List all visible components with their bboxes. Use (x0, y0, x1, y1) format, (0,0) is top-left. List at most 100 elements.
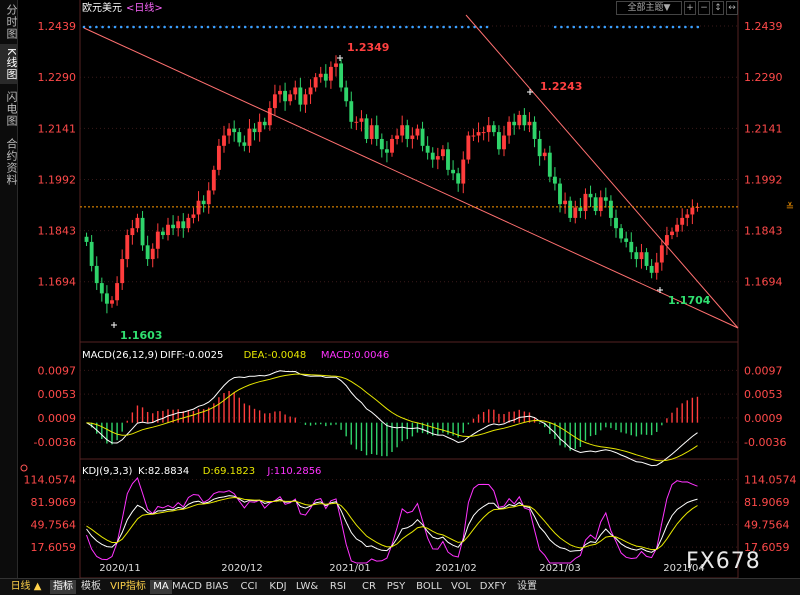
candle-body (405, 125, 410, 139)
signal-dot (107, 25, 111, 29)
toolbar-item-0[interactable]: 日线 ▲ (10, 581, 42, 592)
candle (588, 185, 593, 207)
signal-dot (243, 25, 247, 29)
signal-dot (138, 25, 142, 29)
toolbar-item-6[interactable]: BIAS (205, 581, 229, 592)
candle-body (614, 217, 618, 229)
toolbar-item-4[interactable]: MA (150, 580, 172, 594)
candle-body (634, 252, 639, 260)
kdj-d-line (86, 496, 698, 551)
toolbar-item-13[interactable]: BOLL (416, 581, 442, 592)
candle (384, 141, 389, 163)
toolbar-item-11[interactable]: CR (362, 581, 376, 592)
candle-body (659, 245, 664, 263)
candle-body (670, 231, 674, 236)
toolbar-item-10[interactable]: RSI (329, 581, 347, 592)
toolbar-item-14[interactable]: VOL (450, 581, 472, 592)
candle (430, 147, 435, 168)
kdj-tick-right: 17.6059 (744, 541, 790, 554)
candle-body (201, 200, 206, 205)
x-tick-label: 2021/02 (435, 563, 477, 574)
candle-body (685, 214, 690, 218)
candle-body (125, 235, 130, 260)
candle-body (130, 228, 135, 236)
candle-body (578, 207, 583, 212)
candle (369, 118, 374, 145)
toolbar-item-1[interactable]: 指标 (50, 580, 76, 594)
signal-dot (274, 25, 278, 29)
candle-body (191, 214, 196, 218)
expand-icon[interactable]: ↔ (726, 1, 738, 15)
candle-body (303, 94, 308, 105)
tab-contract-info[interactable]: 合约资料 (5, 138, 18, 186)
price-tick-left: 1.1694 (38, 276, 77, 289)
toolbar-item-2[interactable]: 模板 (81, 581, 101, 592)
signal-dot (597, 25, 600, 29)
candle-body (425, 145, 430, 153)
x-tick-label: 2020/12 (221, 563, 263, 574)
signal-dot (584, 25, 588, 29)
kdj-readout: K:82.8834 (138, 466, 189, 477)
candle-body (486, 125, 491, 133)
candle-body (532, 121, 537, 139)
candle-body (150, 248, 155, 260)
signal-dot (256, 25, 259, 29)
tab-kline[interactable]: K线图 (0, 44, 18, 84)
signal-dot (163, 25, 166, 29)
candle (110, 296, 114, 308)
signal-dot (299, 25, 303, 29)
signal-dot (175, 25, 179, 29)
toolbar-item-12[interactable]: PSY (386, 581, 406, 592)
tab-timeshare[interactable]: 分时图 (5, 4, 18, 40)
kdj-j-line (86, 477, 698, 564)
signal-dot (225, 25, 228, 29)
chart-canvas: 1.2439 1.2439 1.2290 1.2290 1.2141 1.2141 1.19… (20, 0, 797, 578)
price-tick-right: 1.1694 (744, 276, 783, 289)
candle-body (308, 87, 313, 95)
candle-body (293, 87, 298, 95)
cursor-icon[interactable]: ↕ (712, 1, 724, 15)
signal-dot (312, 25, 315, 29)
kdj-readout: J:110.2856 (266, 466, 321, 477)
candle-body (359, 118, 364, 122)
toolbar-item-9[interactable]: LW& (295, 581, 319, 592)
candle (471, 128, 476, 142)
signal-dot (355, 25, 359, 29)
candle (211, 165, 216, 195)
signal-dot (262, 25, 266, 29)
candle-body (654, 262, 659, 273)
tab-flash-chart[interactable]: 闪电图 (5, 91, 18, 127)
candle-body (237, 132, 242, 143)
signal-dot (560, 25, 563, 29)
signal-dot (578, 25, 582, 29)
chart-symbol: 欧元美元 (82, 1, 122, 14)
candle-body (502, 135, 506, 150)
toolbar-item-7[interactable]: CCI (240, 581, 258, 592)
toolbar-item-15[interactable]: DXFY (479, 581, 507, 592)
candle-body (155, 231, 160, 249)
zoom-in-button[interactable]: + (684, 1, 696, 15)
candle (303, 88, 308, 113)
candle (537, 130, 542, 166)
candle (491, 121, 496, 137)
toolbar-item-5[interactable]: MACD (172, 581, 202, 592)
toolbar-item-3[interactable]: VIP指标 (110, 581, 146, 592)
candle (527, 112, 532, 133)
candle (242, 135, 247, 152)
candle-body (176, 221, 181, 229)
toolbar-item-8[interactable]: KDJ (269, 581, 287, 592)
candle (364, 114, 369, 144)
signal-dot (330, 25, 334, 29)
candle (451, 160, 456, 181)
signal-dot (684, 25, 687, 29)
candle (690, 199, 695, 225)
macd-tick-right: -0.0036 (744, 436, 786, 449)
candle-body (390, 138, 394, 153)
candle (481, 126, 486, 141)
zoom-out-button[interactable]: − (698, 1, 710, 15)
toolbar-item-16[interactable]: 设置 (517, 581, 537, 592)
view-select[interactable]: 全部主题▼ (616, 1, 682, 15)
candle (104, 285, 109, 314)
candle-body (364, 118, 369, 139)
signal-dot (88, 25, 92, 29)
